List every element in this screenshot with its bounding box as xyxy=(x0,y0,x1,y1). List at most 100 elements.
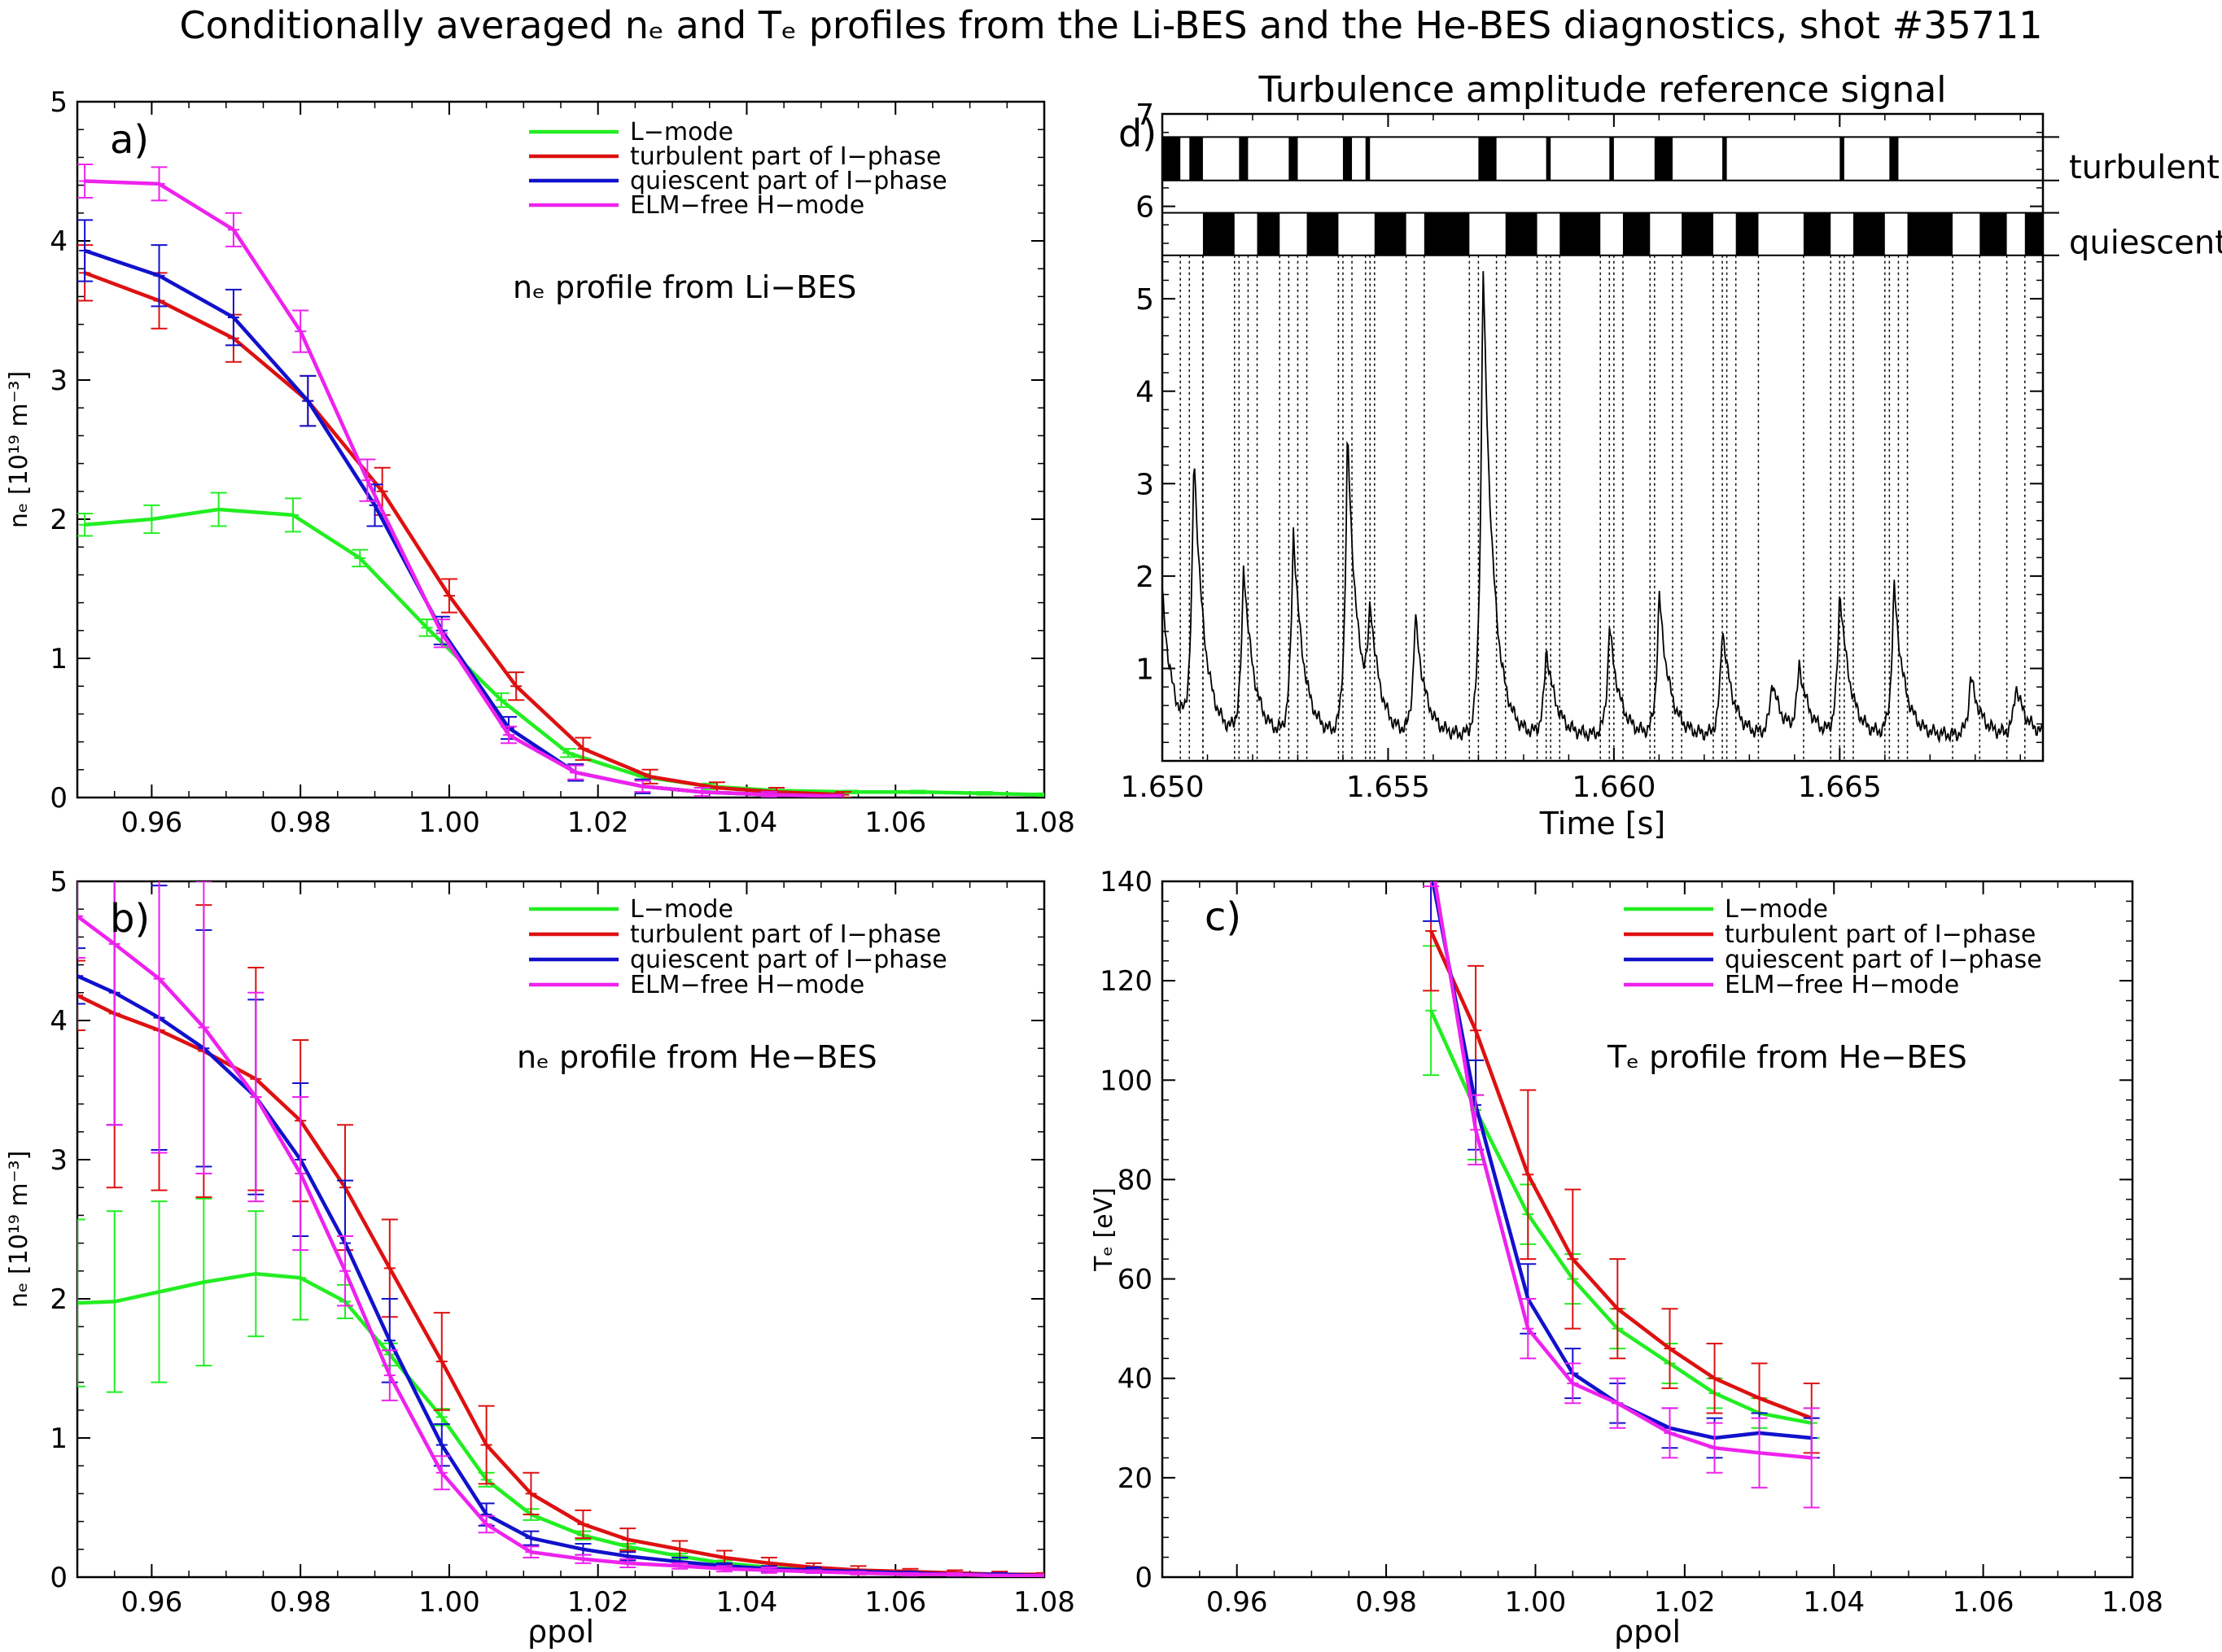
series-line xyxy=(84,507,1044,797)
x-tick-label: 1.08 xyxy=(1013,1586,1075,1619)
series-H-mode xyxy=(1423,881,1820,1509)
y-axis-label: nₑ [10¹⁹ m⁻³] xyxy=(5,371,33,528)
x-tick-label: 1.06 xyxy=(864,806,926,839)
turbulent-interval xyxy=(1839,137,1844,181)
legend-label: quiescent part of I−phase xyxy=(630,167,947,195)
series-layer xyxy=(77,163,1044,798)
legend-label: quiescent part of I−phase xyxy=(1725,946,2042,974)
y-axis-label: nₑ [10¹⁹ m⁻³] xyxy=(5,1151,33,1308)
y-tick-label: 0 xyxy=(50,782,68,815)
series-quiescent xyxy=(77,219,845,798)
quiescent-interval xyxy=(1735,212,1759,256)
panel-label: b) xyxy=(110,896,150,942)
x-tick-label: 1.04 xyxy=(716,806,778,839)
x-axis-label: ρpol xyxy=(1614,1614,1681,1649)
legend-label: quiescent part of I−phase xyxy=(630,946,947,974)
x-tick-label: 1.00 xyxy=(418,1586,480,1619)
panel-label: c) xyxy=(1205,894,1241,940)
x-tick-label: 1.02 xyxy=(567,806,629,839)
series-line xyxy=(1429,930,1813,1420)
x-tick-label: 1.00 xyxy=(418,806,480,839)
series-L-mode xyxy=(77,1197,1044,1577)
x-tick-label: 1.08 xyxy=(2102,1586,2163,1619)
band-label-turbulent: turbulent xyxy=(2069,149,2220,186)
y-tick-label: 3 xyxy=(50,365,68,397)
x-tick-label: 0.98 xyxy=(269,1586,331,1619)
quiescent-interval xyxy=(2024,212,2043,256)
panel-label: a) xyxy=(110,117,149,163)
x-tick-label: 0.96 xyxy=(1206,1586,1268,1619)
x-tick-label: 1.04 xyxy=(716,1586,778,1619)
y-tick-label: 3 xyxy=(1135,468,1154,501)
x-tick-label: 1.02 xyxy=(567,1586,629,1619)
quiescent-interval xyxy=(1257,212,1280,256)
y-tick-label: 60 xyxy=(1118,1264,1153,1296)
panel-c: 0.96 0.98 1.00 1.02 1.04 1.06 1.08 0 20 40 60 80 100… xyxy=(1090,866,2163,1650)
series-line xyxy=(77,1271,1044,1577)
panel-annotation: nₑ profile from Li−BES xyxy=(513,269,856,305)
y-tick-label: 6 xyxy=(1135,191,1154,225)
band-label-quiescent: quiescent xyxy=(2069,225,2222,262)
legend-label: ELM−free H−mode xyxy=(1725,971,1959,999)
x-tick-label: 1.08 xyxy=(1013,806,1075,839)
quiescent-interval xyxy=(1505,212,1537,256)
quiescent-interval xyxy=(1424,212,1470,256)
series-line xyxy=(77,994,1044,1576)
y-tick-label: 5 xyxy=(50,86,68,119)
main-title: Conditionally averaged nₑ and Tₑ profile… xyxy=(179,3,2043,47)
y-tick-label: 80 xyxy=(1118,1164,1153,1196)
y-tick-label: 5 xyxy=(50,866,68,898)
y-tick-label: 20 xyxy=(1118,1462,1153,1495)
quiescent-interval xyxy=(1559,212,1601,256)
turbulent-interval xyxy=(1365,137,1371,181)
quiescent-interval xyxy=(1306,212,1339,256)
panel-annotation: nₑ profile from He−BES xyxy=(517,1039,877,1075)
series-H-mode xyxy=(77,881,1044,1577)
x-tick-label: 1.665 xyxy=(1798,771,1882,804)
x-tick-label: 1.655 xyxy=(1346,771,1430,804)
x-tick-label: 0.98 xyxy=(1355,1586,1417,1619)
turbulent-interval xyxy=(1288,137,1298,181)
series-line xyxy=(85,179,837,798)
legend-label: ELM−free H−mode xyxy=(630,191,864,220)
panel-title: Turbulence amplitude reference signal xyxy=(1258,69,1947,111)
turbulent-interval xyxy=(1239,137,1249,181)
legend-label: ELM−free H−mode xyxy=(630,971,864,999)
y-tick-label: 4 xyxy=(50,1005,68,1038)
x-tick-label: 1.00 xyxy=(1505,1586,1567,1619)
y-tick-label: 100 xyxy=(1100,1064,1153,1097)
x-tick-label: 0.96 xyxy=(121,806,183,839)
x-tick-label: 1.02 xyxy=(1654,1586,1716,1619)
quiescent-interval xyxy=(1202,212,1235,256)
legend-label: turbulent part of I−phase xyxy=(630,142,941,171)
quiescent-interval xyxy=(1852,212,1885,256)
panel-b: 0.96 0.98 1.00 1.02 1.04 1.06 1.08 0 1 2 3 4 5 ρpol nₑ… xyxy=(5,866,1075,1650)
turbulent-interval xyxy=(1654,137,1673,181)
quiescent-interval xyxy=(1622,212,1651,256)
plot-frame xyxy=(1161,112,2045,763)
y-tick-label: 1 xyxy=(50,1423,68,1455)
quiescent-interval xyxy=(1682,212,1713,256)
y-tick-label: 0 xyxy=(1135,1562,1153,1594)
y-tick-label: 5 xyxy=(1135,283,1154,317)
x-tick-label: 1.660 xyxy=(1572,771,1656,804)
turbulent-interval xyxy=(1609,137,1614,181)
series-line xyxy=(1432,881,1812,1460)
series-H-mode xyxy=(77,163,845,798)
y-tick-label: 40 xyxy=(1118,1363,1153,1396)
series-line xyxy=(84,248,837,798)
y-tick-label: 140 xyxy=(1100,866,1153,898)
legend-label: L−mode xyxy=(630,895,733,924)
legend-label: L−mode xyxy=(630,118,733,146)
series-layer xyxy=(1423,881,1820,1509)
x-tick-label: 1.04 xyxy=(1803,1586,1865,1619)
x-tick-label: 0.96 xyxy=(121,1586,183,1619)
y-tick-label: 7 xyxy=(1135,98,1154,132)
y-tick-label: 1 xyxy=(50,643,68,675)
turbulent-interval xyxy=(1342,137,1353,181)
series-turbulent xyxy=(77,244,852,798)
x-axis-label: ρpol xyxy=(527,1614,594,1649)
series-layer xyxy=(77,881,1044,1577)
